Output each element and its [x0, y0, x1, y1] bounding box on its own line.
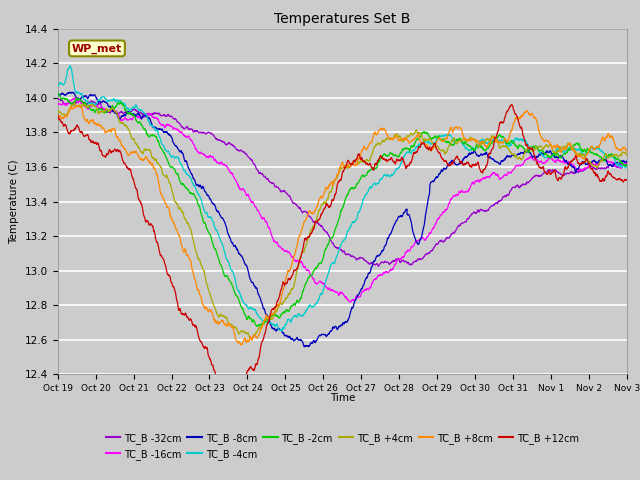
TC_B -4cm [589, 145, 597, 151]
Line: TC_B +8cm: TC_B +8cm [58, 106, 627, 345]
TC_B -8cm [66, 89, 74, 95]
TC_B +4cm [248, 336, 255, 342]
TC_B +12cm [359, 159, 367, 165]
TC_B -4cm [213, 228, 221, 233]
TC_B -16cm [213, 160, 221, 166]
TC_B -8cm [509, 152, 516, 157]
TC_B +8cm [72, 103, 80, 108]
Line: TC_B +4cm: TC_B +4cm [58, 103, 627, 339]
TC_B -2cm [54, 90, 62, 96]
TC_B -4cm [67, 63, 74, 69]
Line: TC_B -4cm: TC_B -4cm [58, 66, 627, 331]
TC_B -4cm [623, 163, 631, 169]
TC_B -4cm [360, 197, 367, 203]
TC_B -8cm [372, 255, 380, 261]
TC_B -4cm [573, 147, 581, 153]
TC_B -16cm [346, 299, 354, 305]
TC_B -2cm [509, 140, 516, 145]
TC_B -16cm [372, 276, 380, 281]
TC_B -2cm [213, 250, 221, 256]
Line: TC_B -32cm: TC_B -32cm [58, 99, 627, 266]
TC_B -2cm [360, 173, 367, 179]
TC_B +8cm [372, 132, 380, 137]
TC_B -8cm [54, 92, 61, 98]
Line: TC_B -16cm: TC_B -16cm [58, 98, 627, 302]
Legend: TC_B -32cm, TC_B -16cm, TC_B -8cm, TC_B -4cm, TC_B -2cm, TC_B +4cm, TC_B +8cm, T: TC_B -32cm, TC_B -16cm, TC_B -8cm, TC_B … [106, 433, 579, 459]
TC_B -2cm [372, 166, 380, 171]
TC_B -4cm [509, 138, 516, 144]
Line: TC_B +12cm: TC_B +12cm [58, 105, 627, 387]
TC_B -32cm [573, 168, 581, 174]
Text: WP_met: WP_met [72, 43, 122, 54]
TC_B +4cm [213, 310, 221, 315]
TC_B -16cm [360, 288, 367, 294]
TC_B -32cm [374, 264, 382, 269]
TC_B +12cm [509, 103, 516, 108]
TC_B +4cm [70, 100, 78, 106]
TC_B +12cm [589, 168, 597, 173]
TC_B -16cm [54, 102, 61, 108]
TC_B -16cm [623, 160, 631, 166]
TC_B +4cm [573, 153, 581, 158]
Line: TC_B -8cm: TC_B -8cm [58, 92, 627, 347]
TC_B +8cm [509, 125, 516, 131]
TC_B -32cm [509, 184, 516, 190]
TC_B -32cm [359, 255, 367, 261]
TC_B -2cm [54, 92, 61, 97]
TC_B -4cm [372, 182, 380, 188]
TC_B -8cm [300, 344, 308, 350]
TC_B +4cm [372, 142, 380, 148]
TC_B -8cm [623, 159, 631, 165]
TC_B +8cm [589, 145, 597, 151]
TC_B -16cm [589, 161, 597, 167]
TC_B +12cm [372, 161, 380, 167]
TC_B +12cm [573, 158, 581, 164]
TC_B -16cm [509, 168, 516, 174]
TC_B -32cm [54, 96, 61, 102]
TC_B +4cm [623, 152, 631, 157]
TC_B -16cm [70, 95, 78, 101]
TC_B +4cm [54, 107, 61, 113]
TC_B +8cm [573, 153, 581, 159]
TC_B -32cm [589, 165, 597, 170]
Line: TC_B -2cm: TC_B -2cm [58, 93, 627, 326]
TC_B +8cm [238, 342, 246, 348]
TC_B -8cm [589, 158, 597, 164]
TC_B +4cm [360, 159, 367, 165]
TC_B +8cm [213, 320, 221, 325]
TC_B +12cm [623, 177, 631, 183]
TC_B -2cm [253, 323, 261, 329]
TC_B +12cm [508, 102, 515, 108]
TC_B +12cm [218, 384, 226, 390]
TC_B -2cm [573, 141, 581, 147]
TC_B -8cm [573, 166, 581, 171]
TC_B -2cm [623, 162, 631, 168]
TC_B -2cm [589, 151, 597, 156]
TC_B +12cm [212, 375, 220, 381]
TC_B -8cm [213, 208, 221, 214]
TC_B -32cm [372, 262, 380, 268]
Title: Temperatures Set B: Temperatures Set B [274, 12, 411, 26]
TC_B -4cm [54, 84, 61, 89]
TC_B -8cm [360, 282, 367, 288]
X-axis label: Time: Time [330, 393, 355, 403]
TC_B +4cm [589, 162, 597, 168]
TC_B -32cm [213, 137, 221, 143]
TC_B -32cm [54, 96, 62, 102]
TC_B +8cm [54, 115, 61, 120]
TC_B -16cm [573, 167, 581, 172]
TC_B +12cm [54, 112, 61, 118]
Y-axis label: Temperature (C): Temperature (C) [9, 159, 19, 244]
TC_B +8cm [623, 147, 631, 153]
TC_B +4cm [509, 152, 516, 157]
TC_B -32cm [623, 163, 631, 169]
TC_B +8cm [360, 146, 367, 152]
TC_B -4cm [278, 328, 285, 334]
